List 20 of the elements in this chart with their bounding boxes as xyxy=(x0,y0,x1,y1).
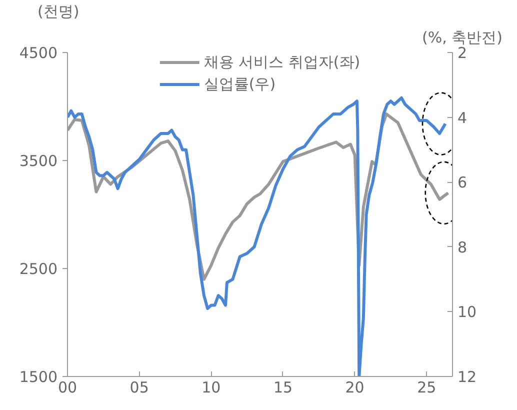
y-tick-label: 3500 xyxy=(19,152,58,170)
y2-tick-label: 6 xyxy=(458,174,468,192)
x-tick-label: 10 xyxy=(202,378,221,396)
y2-tick-label: 4 xyxy=(458,108,468,127)
x-tick-label: 15 xyxy=(273,378,293,396)
x-tick-label: 05 xyxy=(130,378,149,396)
legend-label: 실업률(우) xyxy=(204,74,276,94)
y2-tick-label: 2 xyxy=(458,44,468,62)
y2-tick-label: 12 xyxy=(458,368,477,386)
y2-tick-label: 10 xyxy=(458,303,477,322)
y-tick-label: 4500 xyxy=(19,44,58,62)
legend-label: 채용 서비스 취업자(좌) xyxy=(204,52,360,72)
y2-tick-label: 8 xyxy=(458,238,468,256)
y-tick-label: 2500 xyxy=(19,260,58,278)
y2-axis-title: (%, 축반전) xyxy=(422,28,503,46)
x-tick-label: 00 xyxy=(58,378,78,396)
y-axis-title: (천명) xyxy=(38,2,80,20)
x-tick-label: 25 xyxy=(417,378,436,396)
y-tick-label: 1500 xyxy=(19,368,58,386)
x-tick-label: 20 xyxy=(345,378,364,396)
